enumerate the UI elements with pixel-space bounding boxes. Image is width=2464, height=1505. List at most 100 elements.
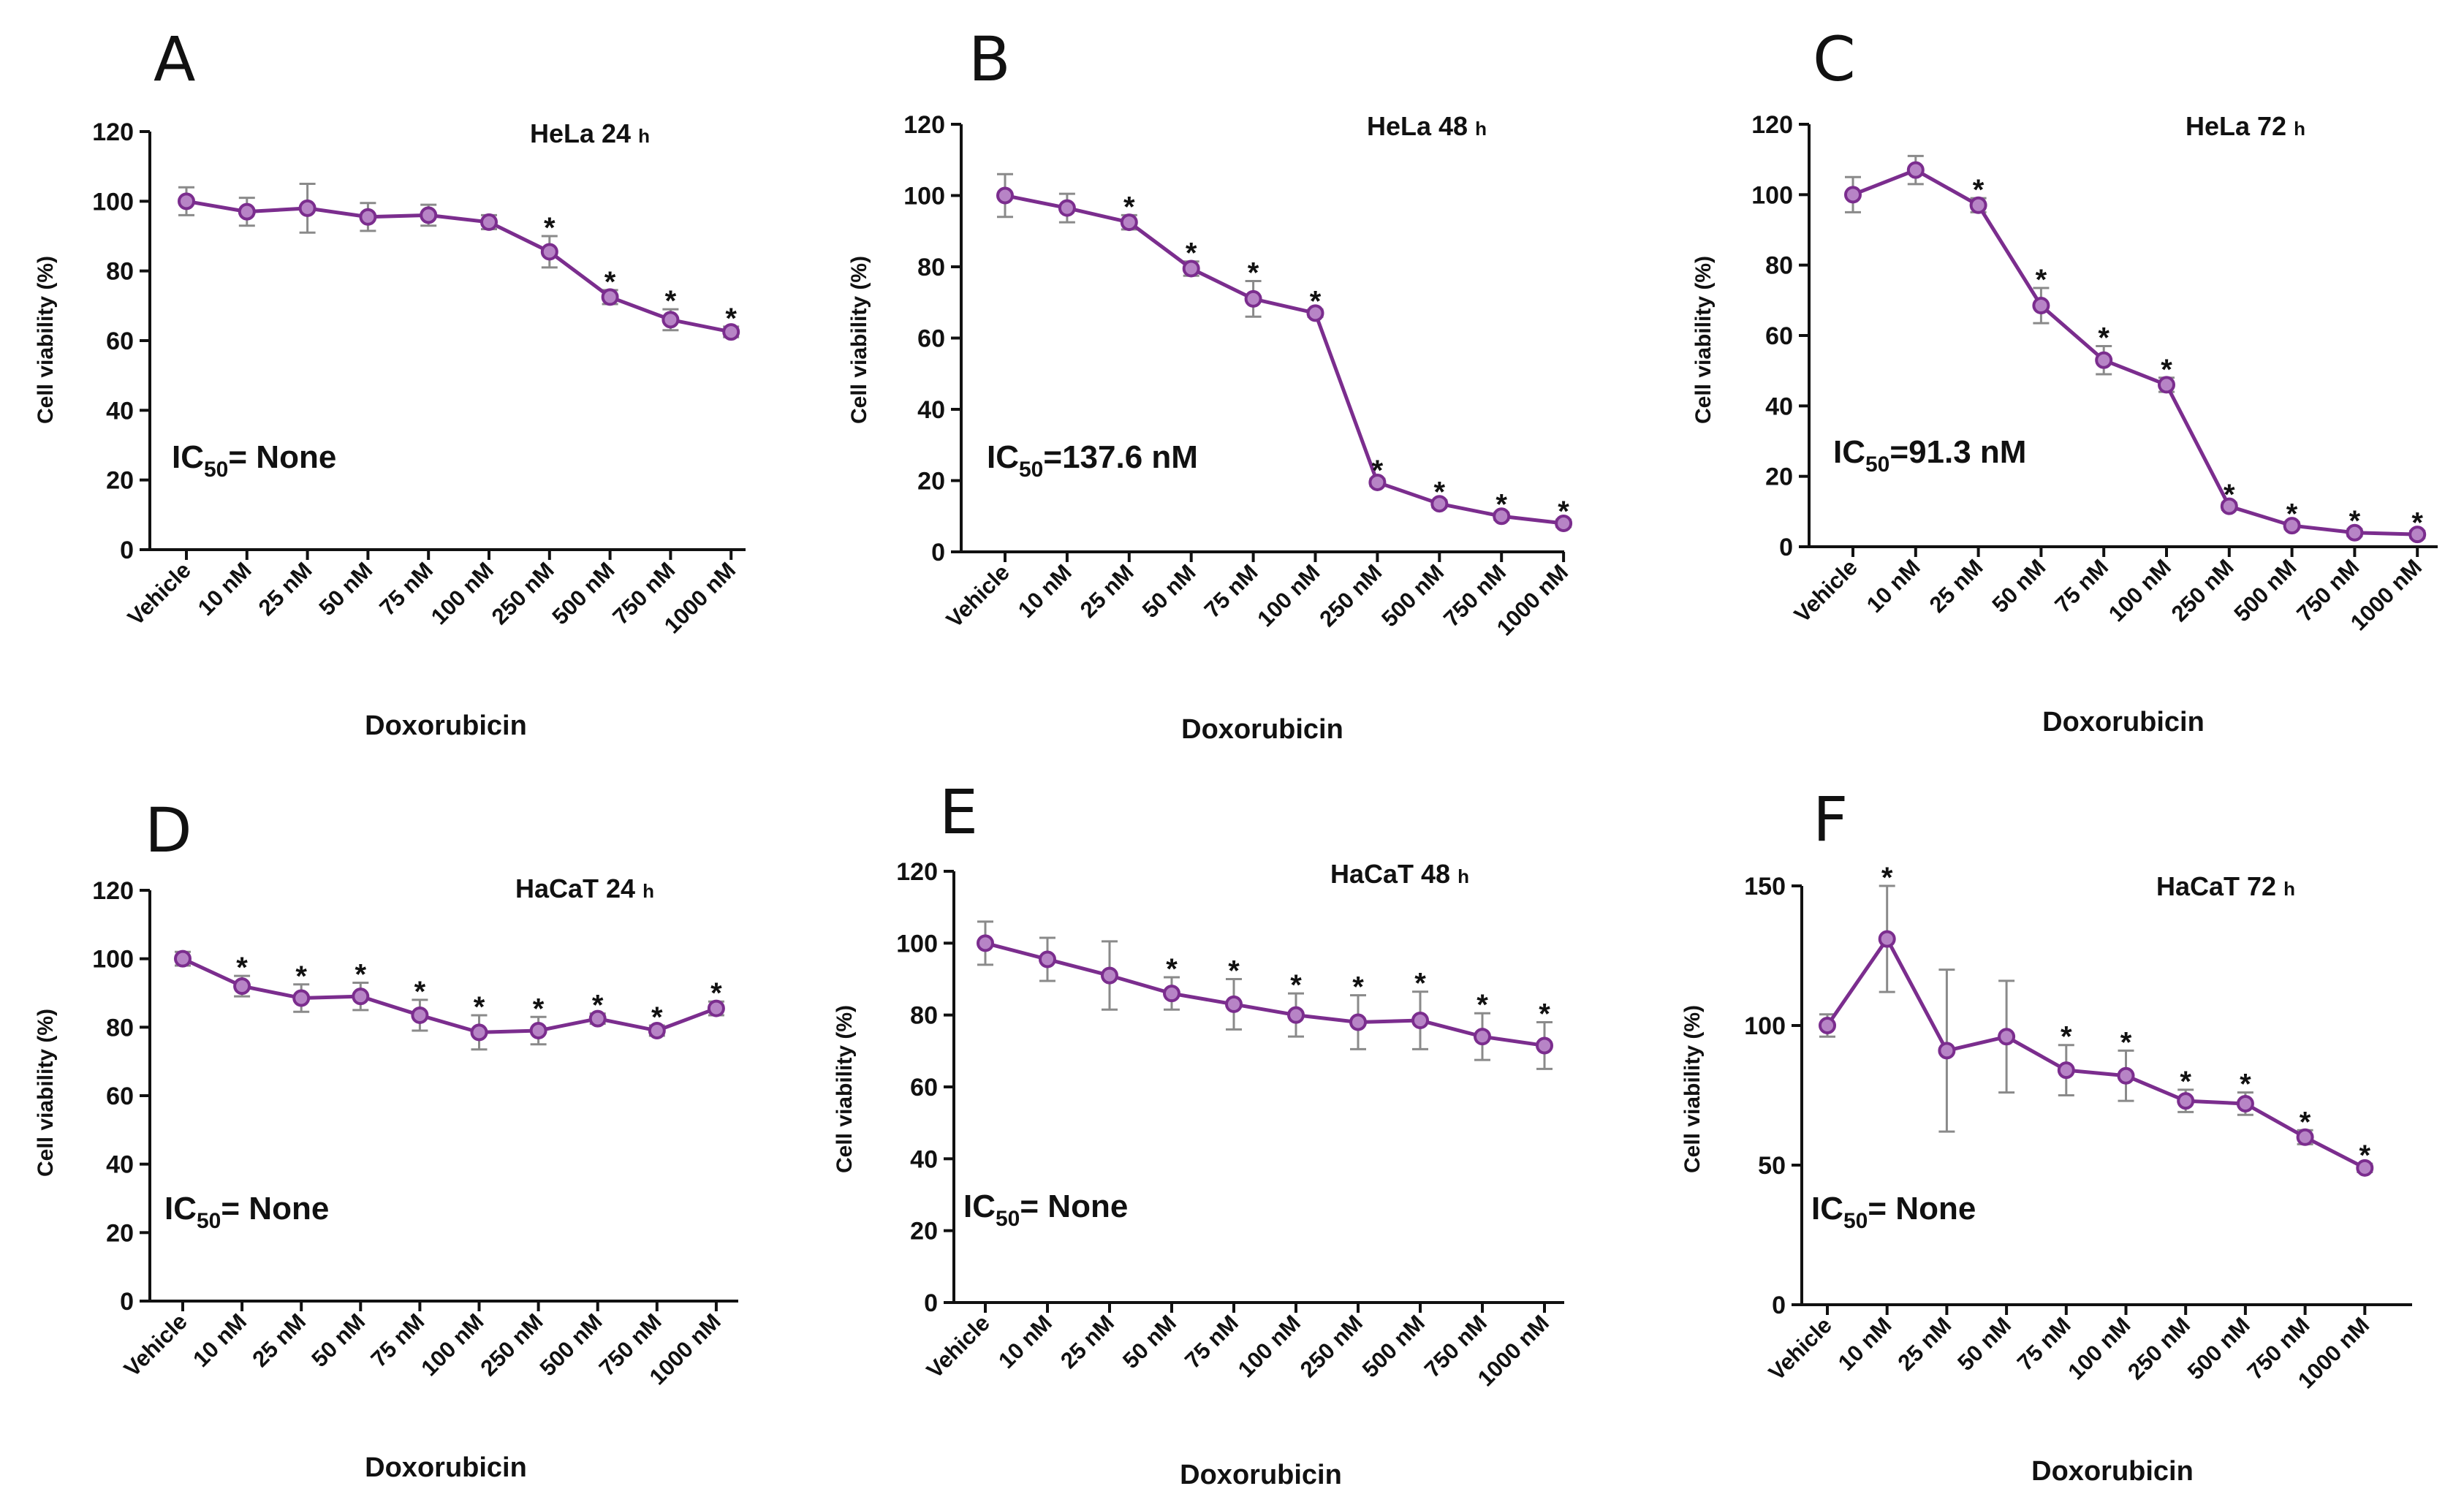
data-point [2296, 1128, 2314, 1146]
x-tick-label: 25 nM [1075, 559, 1139, 623]
x-axis-label: Doxorubicin [2042, 707, 2205, 738]
y-tick-label: 20 [1765, 463, 1793, 491]
x-tick-label: 250 nM [487, 557, 559, 629]
ic50-prefix: IC [1811, 1191, 1843, 1227]
y-tick-label: 60 [106, 327, 134, 355]
y-tick-label: 60 [910, 1074, 938, 1102]
significance-star: * [725, 303, 737, 335]
ic50-annotation: IC50= None [1811, 1191, 1976, 1233]
ic50-value: = None [1868, 1191, 1976, 1227]
data-point [601, 288, 619, 306]
y-axis-label: Cell viability (%) [1680, 1005, 1705, 1173]
ic50-subscript: 50 [1865, 452, 1889, 477]
y-tick-label: 80 [1765, 252, 1793, 280]
ic50-annotation: IC50= None [164, 1191, 329, 1233]
ic50-annotation: IC50= None [172, 439, 336, 482]
significance-star: * [2098, 322, 2109, 354]
significance-star: * [710, 977, 722, 1009]
data-point [707, 999, 725, 1017]
series-line [1004, 194, 1564, 526]
data-point [1411, 1012, 1429, 1030]
ic50-annotation: IC50=91.3 nM [1833, 434, 2026, 477]
significance-star: * [355, 958, 367, 990]
series-line [1825, 935, 2366, 1170]
data-point [2408, 526, 2427, 544]
significance-star: * [1434, 476, 1446, 508]
x-tick-label: 500 nM [2183, 1312, 2255, 1384]
significance-star: * [533, 993, 545, 1025]
panel-letter: C [1813, 23, 1856, 95]
data-point [588, 1009, 607, 1028]
panel-letter: F [1813, 784, 1848, 855]
x-tick-label: Vehicle [123, 557, 196, 630]
significance-star: * [651, 1001, 663, 1034]
data-point [2032, 297, 2050, 315]
significance-star: * [2161, 354, 2172, 386]
y-tick-label: 80 [106, 1014, 134, 1042]
data-point [1998, 1028, 2016, 1046]
x-axis-label: Doxorubicin [365, 1452, 527, 1483]
data-point [1536, 1036, 1553, 1055]
significance-star: * [2359, 1140, 2371, 1172]
x-tick-label: 25 nM [254, 557, 317, 621]
x-tick-label: 100 nM [1252, 559, 1324, 632]
x-tick-label: 500 nM [1376, 559, 1449, 632]
data-point [722, 323, 740, 341]
data-point [1101, 966, 1118, 985]
data-point [420, 206, 438, 224]
chart-title-unit: h [2283, 878, 2295, 900]
data-point [1368, 473, 1387, 491]
y-axis-label: Cell viability (%) [34, 1009, 58, 1177]
y-tick-label: 20 [106, 467, 134, 495]
significance-star: * [665, 285, 677, 317]
ic50-prefix: IC [987, 439, 1019, 475]
chart-title-unit: h [1457, 865, 1469, 887]
x-tick-label: 50 nM [1952, 1312, 2016, 1376]
data-point [238, 202, 256, 221]
panel-letter: D [145, 795, 192, 866]
y-tick-label: 100 [92, 946, 134, 974]
y-tick-label: 60 [917, 325, 945, 353]
data-point [2356, 1159, 2374, 1177]
ic50-value: = None [221, 1191, 329, 1227]
y-tick-label: 120 [1751, 111, 1793, 139]
ic50-value: =91.3 nM [1889, 434, 2026, 470]
x-tick-label: 250 nM [475, 1308, 547, 1381]
x-tick-label: 100 nM [2104, 554, 2176, 626]
y-tick-label: 100 [1751, 181, 1793, 209]
chart-title-text: HaCaT 72 [2156, 871, 2276, 901]
data-point [648, 1022, 666, 1040]
y-axis-label: Cell viability (%) [833, 1005, 857, 1173]
x-axis-label: Doxorubicin [1181, 714, 1343, 745]
x-tick-label: Vehicle [1789, 554, 1862, 627]
ic50-subscript: 50 [996, 1207, 1020, 1231]
y-axis-label: Cell viability (%) [34, 256, 58, 424]
y-tick-label: 50 [1758, 1152, 1786, 1180]
x-tick-label: 50 nM [314, 557, 377, 621]
x-tick-label: 10 nM [1862, 554, 1925, 618]
y-tick-label: 120 [896, 858, 938, 886]
chart-title: HaCaT 72 h [2156, 871, 2295, 901]
significance-star: * [544, 212, 556, 244]
data-point [292, 989, 311, 1007]
data-point [411, 1006, 429, 1024]
ic50-prefix: IC [963, 1189, 996, 1224]
ic50-value: =137.6 nM [1043, 439, 1198, 475]
data-point [2117, 1066, 2135, 1085]
x-tick-label: 250 nM [1314, 559, 1387, 632]
y-tick-label: 0 [924, 1289, 938, 1317]
data-point [1819, 1017, 1836, 1034]
data-point [2158, 376, 2175, 394]
y-tick-label: 80 [917, 254, 945, 281]
x-tick-label: 500 nM [2229, 554, 2301, 626]
x-tick-label: 100 nM [1233, 1310, 1305, 1382]
data-point [1120, 213, 1138, 232]
significance-star: * [1310, 286, 1322, 318]
x-tick-label: 50 nM [1137, 559, 1201, 623]
y-tick-label: 120 [903, 111, 945, 139]
x-tick-label: 25 nM [1892, 1312, 1956, 1376]
series-line [985, 941, 1545, 1047]
significance-star: * [1166, 953, 1178, 985]
y-tick-label: 100 [903, 183, 945, 211]
